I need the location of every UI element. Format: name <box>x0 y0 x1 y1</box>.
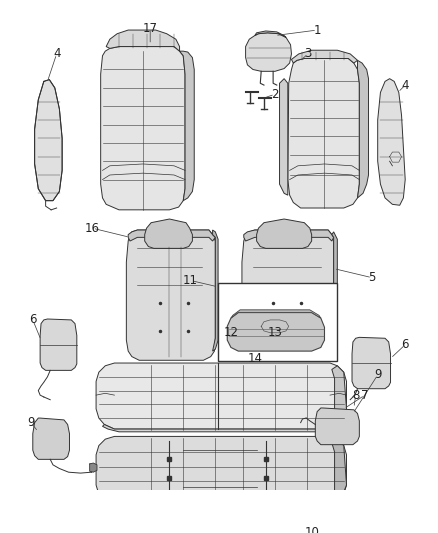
Polygon shape <box>257 219 312 248</box>
Text: 12: 12 <box>223 326 238 340</box>
Text: 10: 10 <box>304 526 319 533</box>
Text: 9: 9 <box>27 416 35 429</box>
Polygon shape <box>35 79 62 200</box>
Polygon shape <box>212 230 218 351</box>
Text: 4: 4 <box>53 47 60 60</box>
Polygon shape <box>231 310 321 318</box>
Polygon shape <box>40 319 77 370</box>
Text: 8: 8 <box>352 389 359 402</box>
Polygon shape <box>332 439 346 503</box>
Polygon shape <box>291 50 357 63</box>
Text: 9: 9 <box>374 368 381 382</box>
Text: 17: 17 <box>143 22 158 35</box>
Polygon shape <box>357 60 368 198</box>
Text: 3: 3 <box>304 47 312 60</box>
Polygon shape <box>145 219 192 248</box>
Text: 2: 2 <box>271 88 279 101</box>
Polygon shape <box>101 46 185 210</box>
Polygon shape <box>33 418 70 459</box>
Polygon shape <box>126 230 215 360</box>
Polygon shape <box>128 230 215 241</box>
Polygon shape <box>288 59 359 208</box>
Text: 11: 11 <box>183 274 198 287</box>
Polygon shape <box>102 424 339 432</box>
Polygon shape <box>332 232 337 351</box>
Bar <box>218 283 337 361</box>
Polygon shape <box>255 31 286 37</box>
Text: 16: 16 <box>85 222 100 235</box>
Polygon shape <box>246 33 291 71</box>
Polygon shape <box>90 463 97 472</box>
Polygon shape <box>378 79 405 205</box>
Text: 14: 14 <box>247 352 262 365</box>
Text: 6: 6 <box>29 313 36 326</box>
Polygon shape <box>102 500 339 508</box>
Polygon shape <box>279 79 288 195</box>
Polygon shape <box>96 437 346 505</box>
Polygon shape <box>332 366 346 427</box>
Polygon shape <box>180 51 194 200</box>
Text: 4: 4 <box>402 78 409 92</box>
Text: 1: 1 <box>314 23 321 37</box>
Polygon shape <box>315 408 359 445</box>
Polygon shape <box>227 312 325 351</box>
Polygon shape <box>106 30 180 51</box>
Text: 5: 5 <box>368 271 376 284</box>
Polygon shape <box>96 363 346 429</box>
Text: 13: 13 <box>268 326 283 340</box>
Polygon shape <box>352 337 391 389</box>
Polygon shape <box>242 230 334 360</box>
Text: 7: 7 <box>361 389 369 402</box>
Polygon shape <box>244 230 334 241</box>
Text: 6: 6 <box>402 338 409 351</box>
